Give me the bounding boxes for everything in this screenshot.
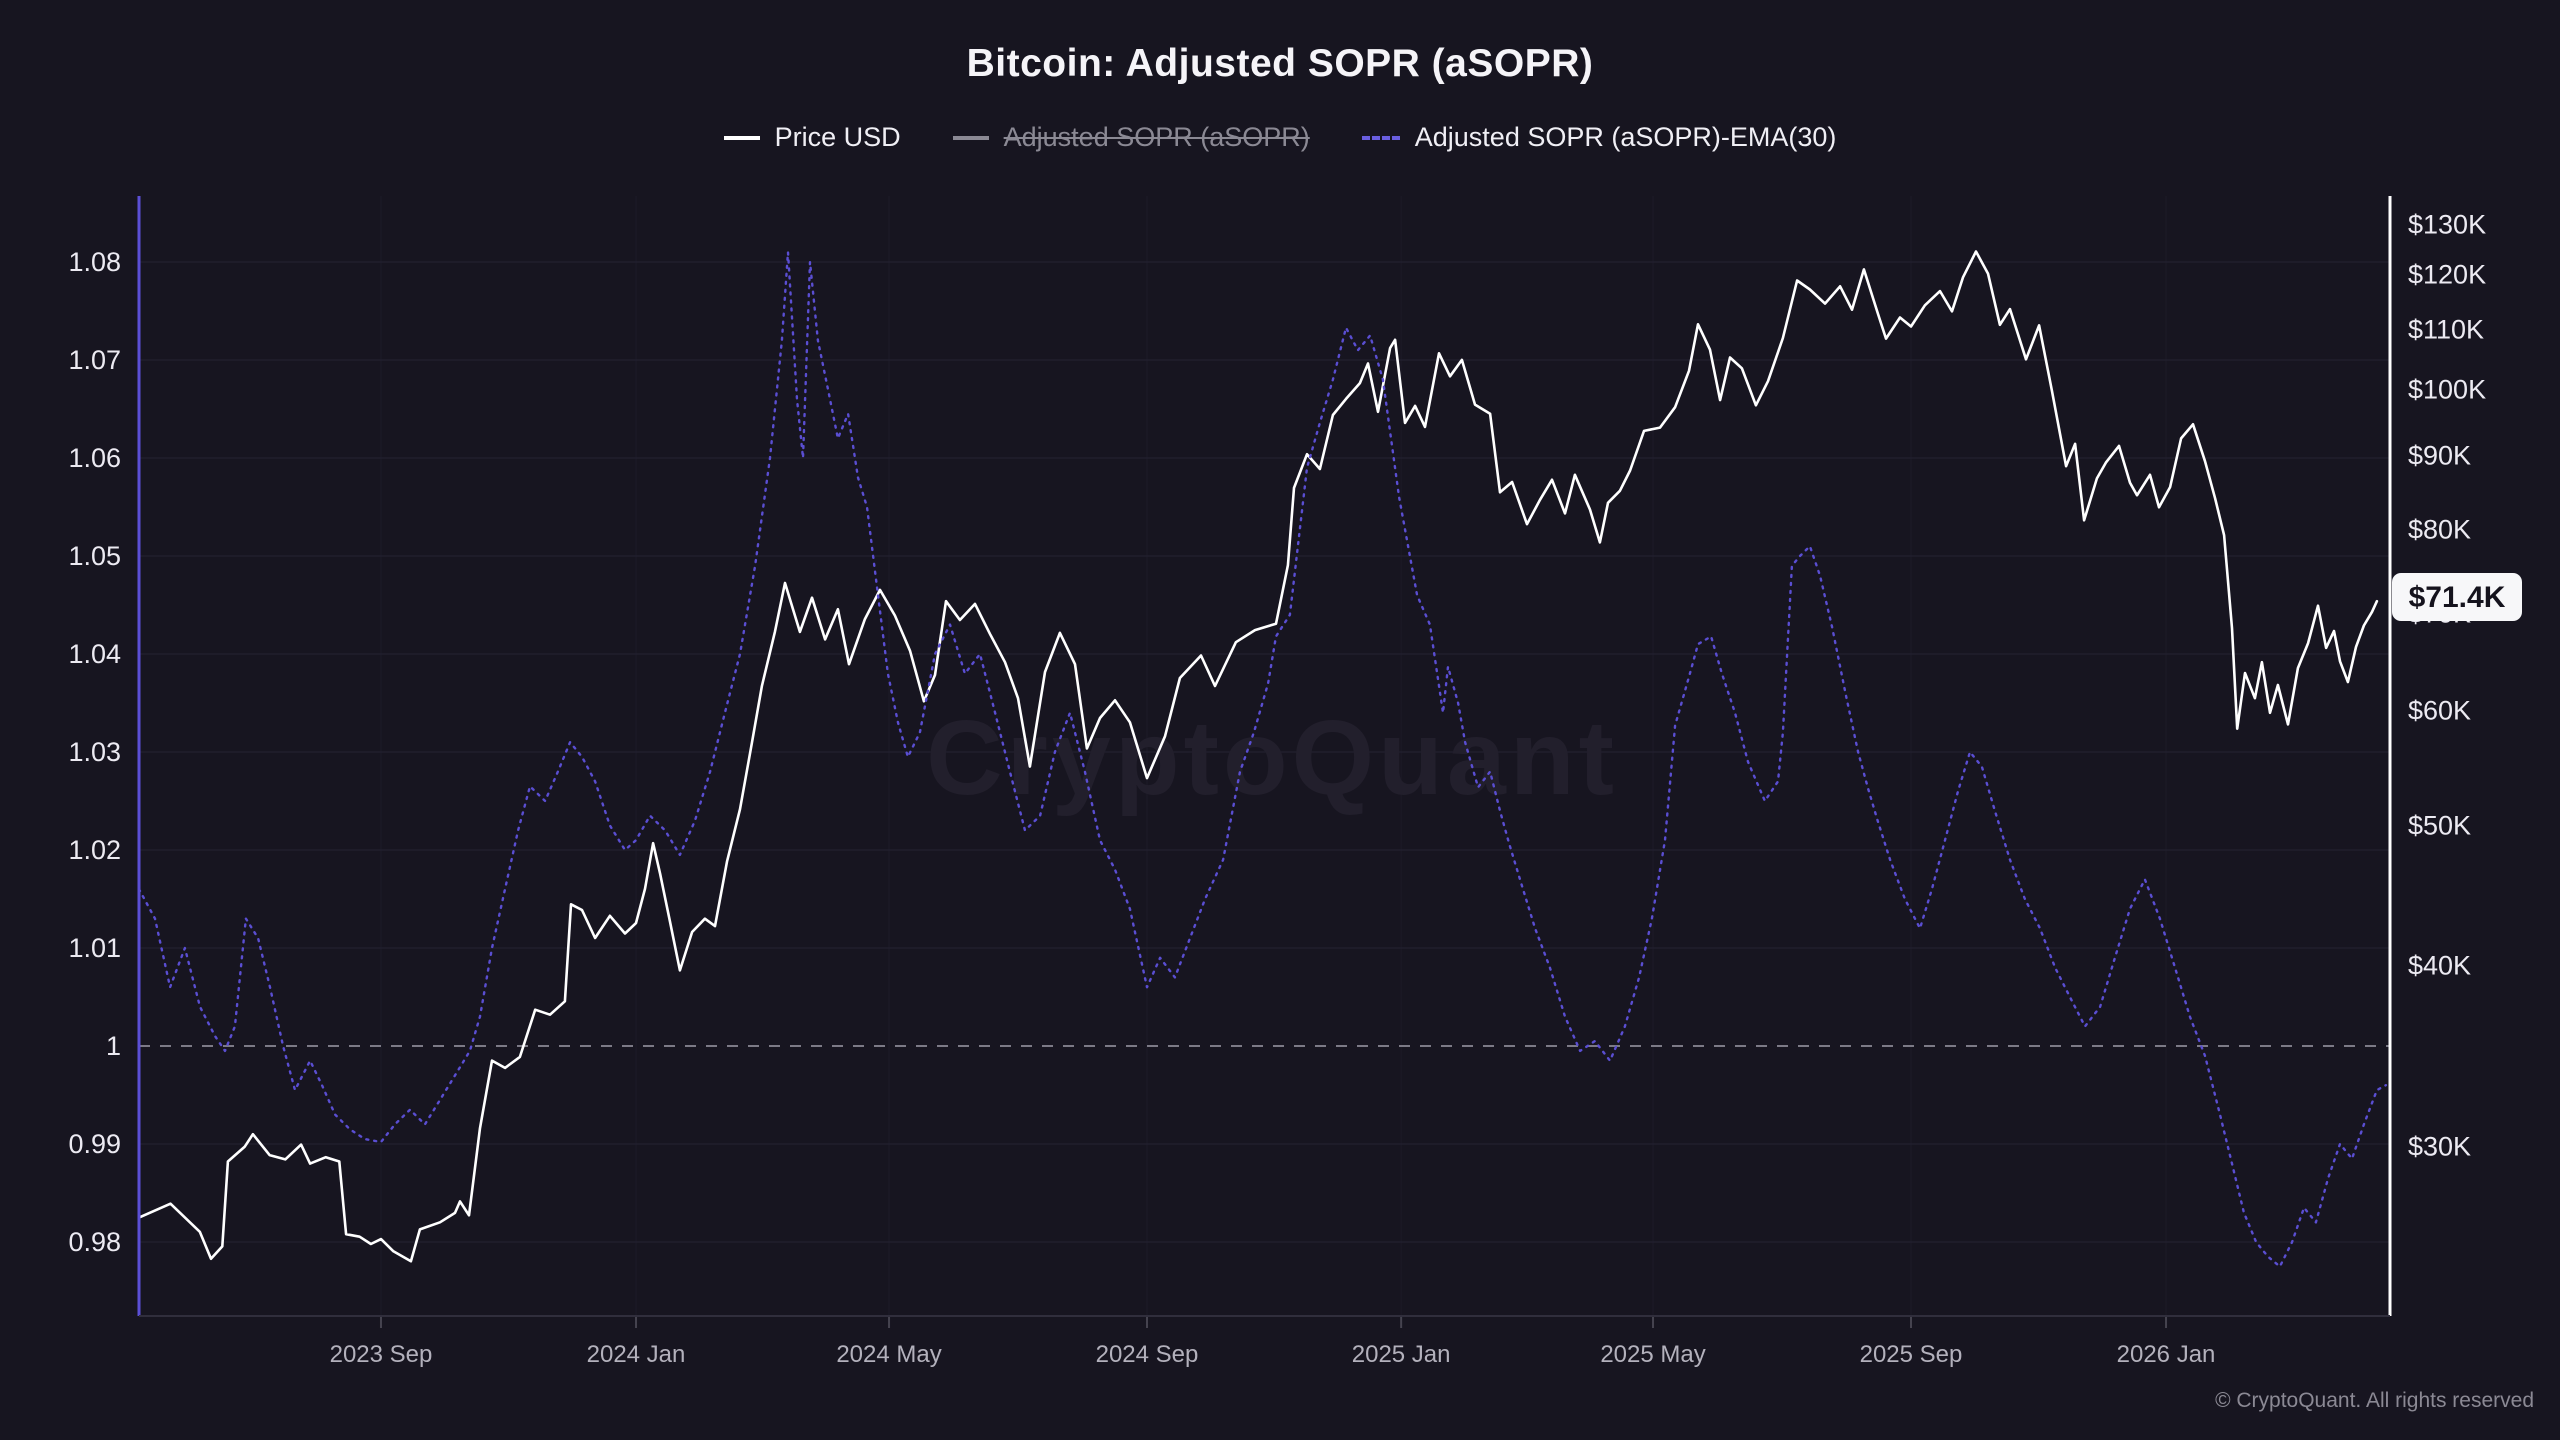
series-lines — [137, 250, 2388, 1268]
price-line-swatch-icon — [723, 135, 760, 140]
legend-item-asopr-ema[interactable]: Adjusted SOPR (aSOPR)-EMA(30) — [1361, 122, 1837, 153]
left-axis-label: 0.98 — [68, 1227, 121, 1257]
left-axis-label: 1.06 — [68, 443, 121, 473]
x-axis-label: 2024 Jan — [587, 1341, 686, 1368]
legend-label: Price USD — [774, 122, 901, 152]
price-usd-line — [137, 250, 2379, 1263]
x-axis-label: 2026 Jan — [2117, 1341, 2216, 1368]
left-axis-label: 1.02 — [68, 835, 121, 865]
right-axis-label: $60K — [2408, 696, 2471, 726]
x-axis-label: 2024 Sep — [1096, 1341, 1199, 1368]
x-axis-label: 2025 Jan — [1352, 1341, 1451, 1368]
x-axis-label: 2025 Sep — [1860, 1341, 1963, 1368]
left-axis-label: 1.01 — [68, 933, 121, 963]
right-axis-label: $100K — [2408, 374, 2486, 404]
x-axis-label: 2023 Sep — [330, 1341, 433, 1368]
right-axis-label: $110K — [2408, 314, 2484, 344]
left-axis-label: 1.04 — [68, 639, 121, 669]
right-axis-label: $130K — [2408, 209, 2486, 239]
chart-title: Bitcoin: Adjusted SOPR (aSOPR) — [966, 42, 1594, 85]
legend-item-price-usd[interactable]: Price USD — [723, 122, 901, 153]
x-axis-label: 2024 May — [836, 1341, 941, 1368]
right-axis-label: $40K — [2408, 951, 2471, 981]
right-axis-label: $30K — [2408, 1132, 2471, 1162]
asopr-ema-line — [137, 251, 2388, 1268]
left-axis-label: 1.05 — [68, 541, 121, 571]
left-axis-label: 0.99 — [68, 1129, 121, 1159]
right-axis-label: $90K — [2408, 441, 2471, 471]
asopr-line-swatch-icon — [952, 135, 989, 140]
cryptoquant-watermark: CryptoQuant — [926, 699, 1618, 817]
price-badge-label: $71.4K — [2409, 581, 2506, 614]
right-axis-label: $120K — [2408, 260, 2486, 290]
chart-legend: Price USD Adjusted SOPR (aSOPR) Adjusted… — [0, 122, 2560, 153]
right-axis-label: $80K — [2408, 515, 2471, 545]
legend-label: Adjusted SOPR (aSOPR)-EMA(30) — [1414, 122, 1837, 152]
ema-line-swatch-icon — [1361, 135, 1400, 140]
left-axis-label: 1.08 — [68, 247, 121, 277]
legend-label: Adjusted SOPR (aSOPR) — [1003, 122, 1310, 152]
x-axis-label: 2025 May — [1600, 1341, 1705, 1368]
price-badge-background — [2392, 573, 2522, 621]
copyright-notice: © CryptoQuant. All rights reserved — [2215, 1389, 2534, 1412]
last-price-badge: $71.4K — [2392, 573, 2522, 621]
axes: 2023 Sep 2024 Jan 2024 May 2024 Sep 2025 Jan… — [68, 196, 2486, 1368]
legend-item-asopr[interactable]: Adjusted SOPR (aSOPR) — [952, 122, 1310, 153]
left-axis-label: 1 — [106, 1031, 121, 1061]
left-axis-label: 1.07 — [68, 345, 121, 375]
left-axis-label: 1.03 — [68, 737, 121, 767]
right-axis-label: $50K — [2408, 810, 2471, 840]
gridlines — [139, 196, 2390, 1316]
